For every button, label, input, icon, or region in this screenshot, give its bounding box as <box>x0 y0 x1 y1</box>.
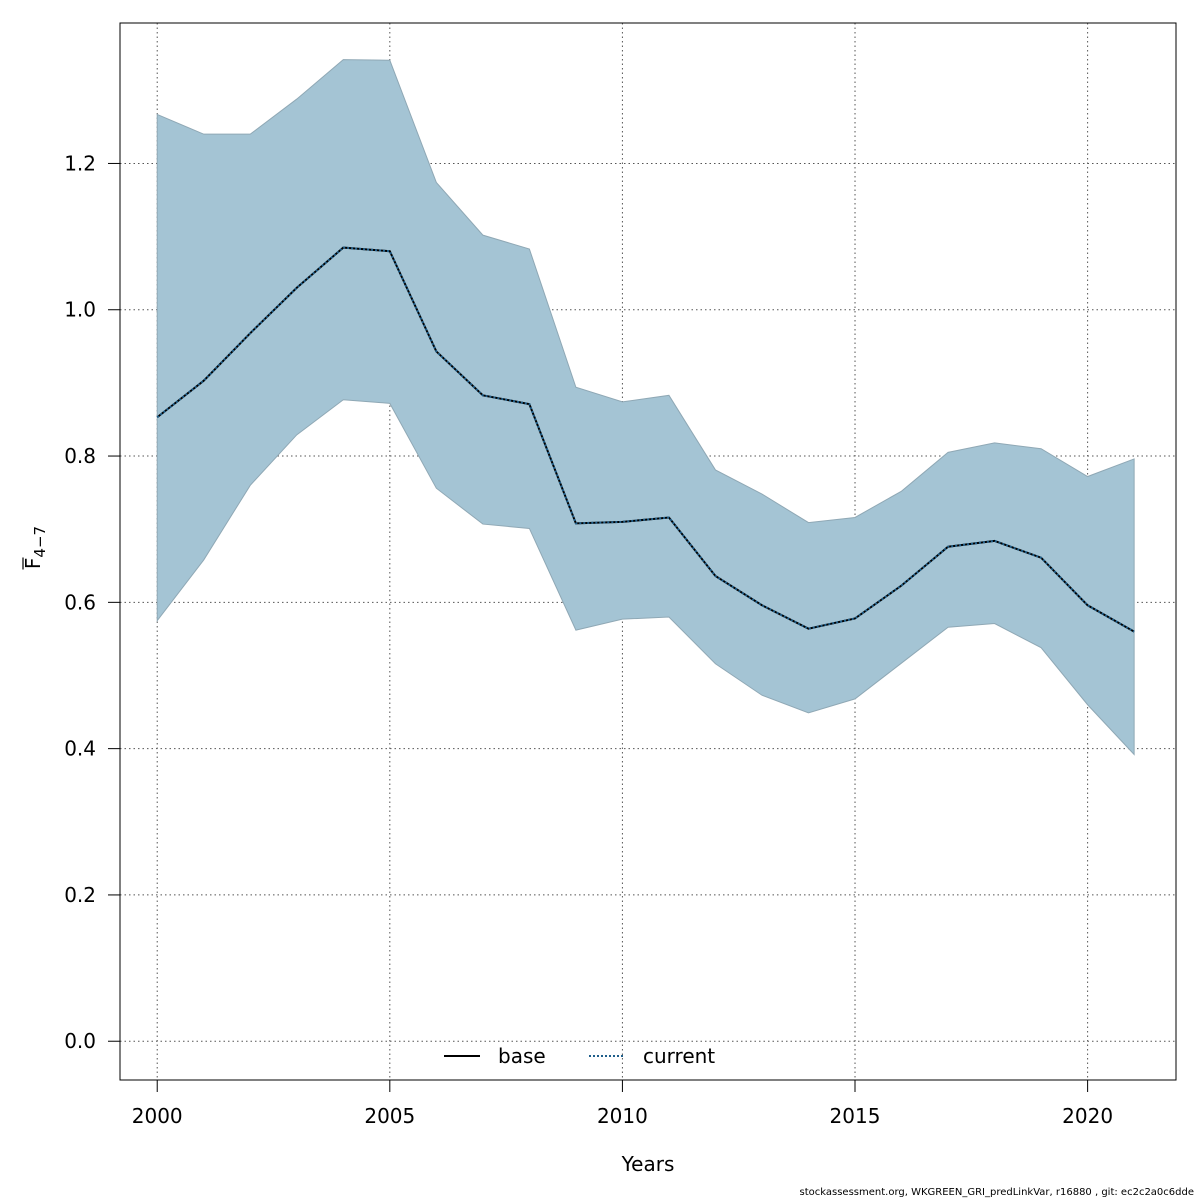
y-tick-label: 0.2 <box>64 883 96 907</box>
confidence-band <box>156 59 1135 756</box>
series-lines <box>156 246 1135 633</box>
x-tick-label: 2010 <box>597 1104 648 1128</box>
x-axis: 2000 2005 2010 2015 2020 <box>132 1079 1113 1128</box>
y-tick-label: 0.4 <box>64 737 96 761</box>
x-tick-label: 2020 <box>1062 1104 1113 1128</box>
legend-label-current: current <box>643 1044 715 1068</box>
y-axis: 0.0 0.2 0.4 0.6 0.8 1.0 1.2 <box>64 151 121 1053</box>
x-tick-label: 2005 <box>364 1104 415 1128</box>
footer-note: stockassessment.org, WKGREEN_GRI_predLin… <box>799 1187 1194 1198</box>
legend-label-base: base <box>498 1044 546 1068</box>
y-tick-label: 0.8 <box>64 444 96 468</box>
y-tick-label: 0.0 <box>64 1029 96 1053</box>
y-tick-label: 1.0 <box>64 298 96 322</box>
y-axis-title-main: F <box>21 558 45 570</box>
y-tick-label: 1.2 <box>64 151 96 175</box>
svg-text:F4−7: F4−7 <box>21 526 49 569</box>
x-tick-label: 2000 <box>132 1104 183 1128</box>
confidence-band-area <box>156 59 1135 756</box>
y-axis-title-subscript: 4−7 <box>31 526 49 558</box>
series-line-current <box>156 246 1135 633</box>
x-tick-label: 2015 <box>830 1104 881 1128</box>
legend: base current <box>444 1044 715 1068</box>
y-tick-label: 0.6 <box>64 590 96 614</box>
x-axis-title: Years <box>621 1152 675 1176</box>
y-axis-title: F4−7 <box>21 526 49 570</box>
